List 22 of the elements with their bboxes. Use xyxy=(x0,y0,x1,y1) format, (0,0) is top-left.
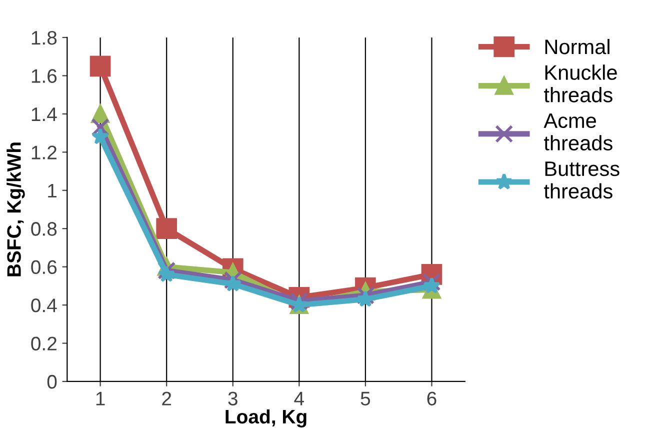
x-tick-label: 4 xyxy=(294,392,304,406)
y-tick-label: 0.2 xyxy=(31,336,56,350)
y-axis-title: BSFC, Kg/kWh xyxy=(6,142,25,276)
y-tick-label: 0.4 xyxy=(31,298,57,312)
x-tick-label: 5 xyxy=(360,392,370,406)
x-tick-label: 6 xyxy=(427,392,436,406)
y-tick-label: 1 xyxy=(48,184,56,198)
x-tick-label: 3 xyxy=(228,392,238,406)
x-tick-label: 2 xyxy=(162,392,172,406)
y-tick-label: 1.4 xyxy=(32,108,57,121)
y-tick-label: 1.2 xyxy=(32,146,56,160)
y-tick-label: 0.8 xyxy=(31,222,57,236)
legend-label: Normal xyxy=(545,38,610,54)
y-tick-label: 0.6 xyxy=(31,260,57,274)
x-tick-label: 1 xyxy=(96,392,105,406)
y-tick-label: 0 xyxy=(47,374,57,389)
x-axis-title: Load, Kg xyxy=(226,409,306,428)
legend-label: Acme threads xyxy=(544,113,612,150)
legend-label: Knuckle threads xyxy=(544,64,617,102)
y-tick-label: 1.8 xyxy=(32,30,57,45)
y-tick-label: 1.6 xyxy=(32,69,57,83)
legend-label: Buttress threads xyxy=(544,162,620,199)
